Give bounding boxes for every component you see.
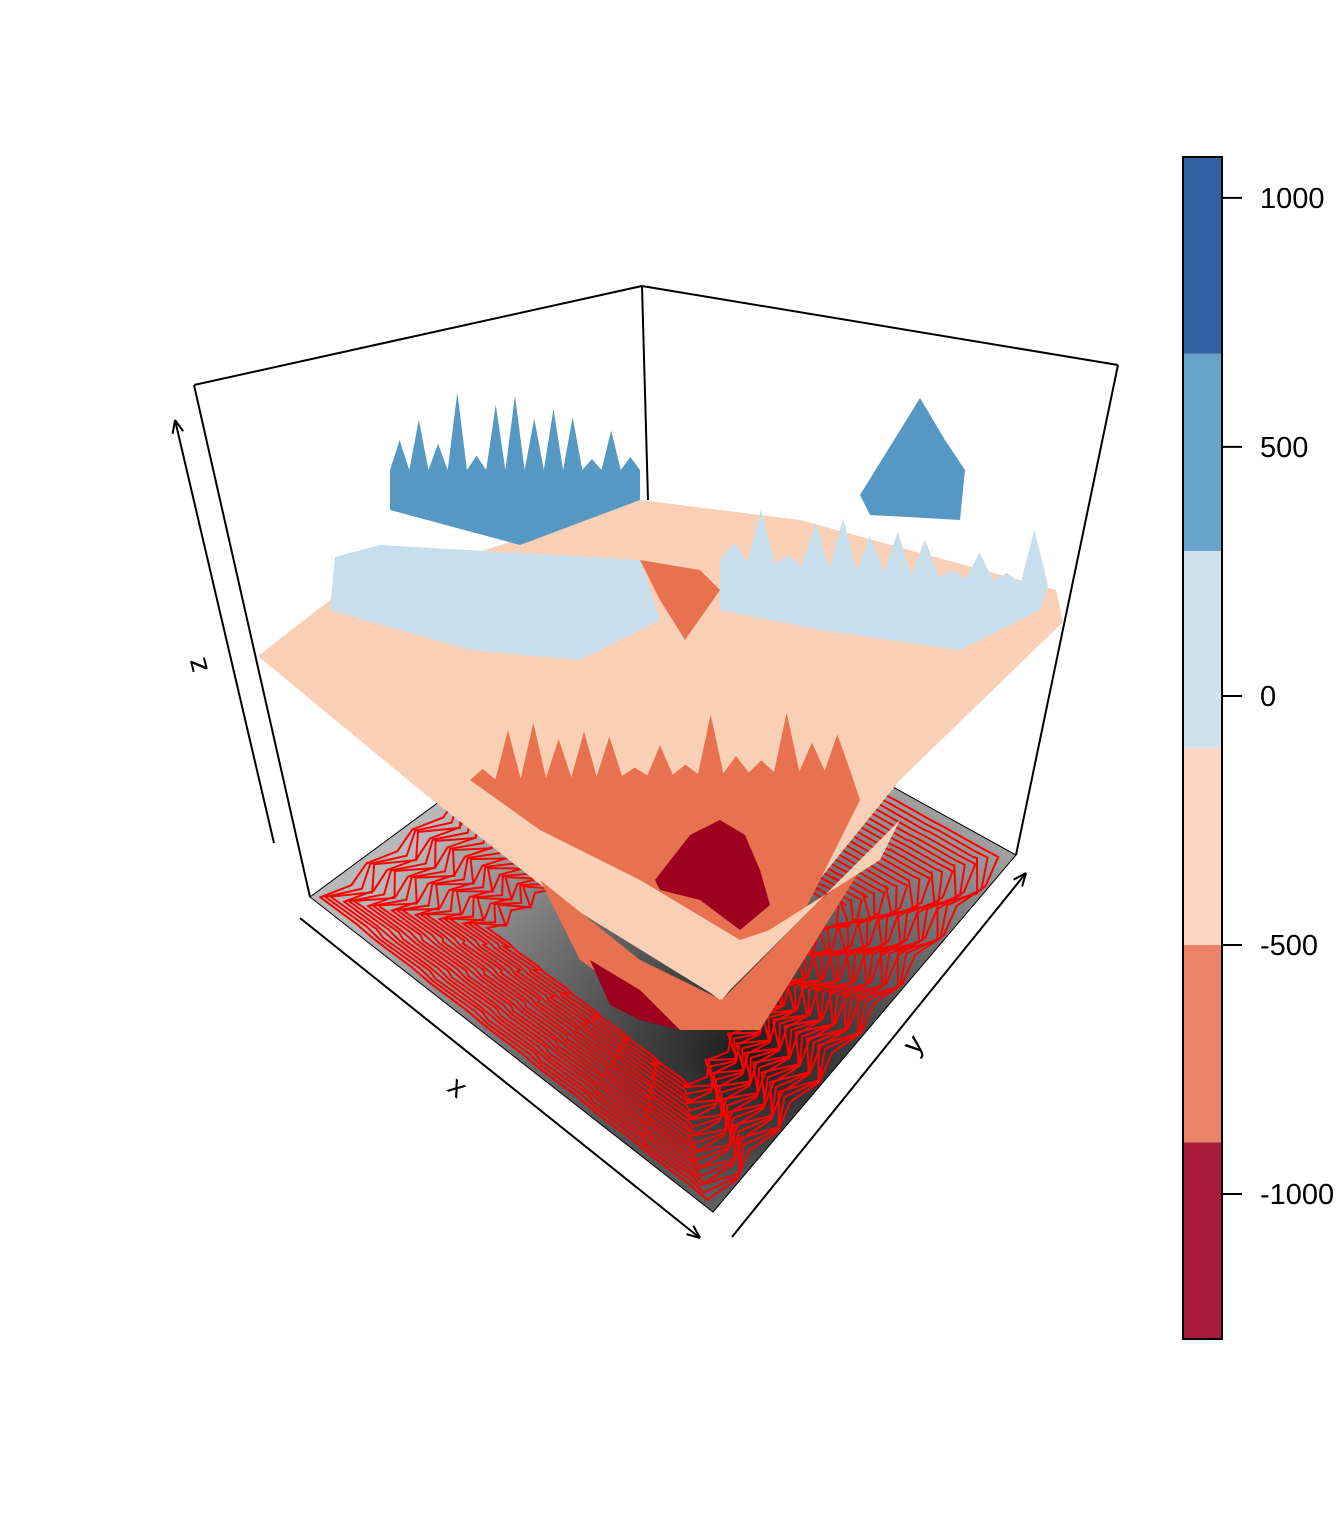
box-edge	[193, 285, 643, 386]
z-axis-arrow-head	[171, 419, 176, 434]
colorbar-band	[1183, 551, 1222, 748]
surface-band-lightblue	[720, 509, 1048, 650]
x-axis-arrow-head	[692, 1225, 701, 1239]
z-axis-arrow-head	[174, 419, 185, 432]
y-axis-label: y	[897, 1028, 931, 1060]
box-edge	[1015, 364, 1119, 856]
surface-band-lightblue	[330, 545, 660, 660]
colorbar-tick-label: 1000	[1260, 183, 1325, 215]
y-axis-arrow-head	[1021, 872, 1027, 887]
surface-band-orange	[540, 870, 860, 1030]
box-edge	[641, 285, 1119, 366]
surface-band-blue	[390, 392, 640, 545]
colorbar-frame	[1182, 156, 1223, 1340]
y-axis-arrow-head	[1013, 872, 1027, 881]
colorbar-band	[1183, 353, 1222, 551]
x-axis-arrow-head	[686, 1233, 701, 1239]
colorbar-tick-label: 500	[1260, 432, 1308, 464]
surface-band-blue	[860, 398, 965, 520]
z-axis-arrow	[174, 419, 275, 844]
colorbar-band	[1183, 157, 1222, 354]
colorbar: 1000 500 0 -500 -1000	[1182, 156, 1334, 1340]
colorbar-band	[1183, 945, 1222, 1143]
surface-ridge-peach	[480, 820, 900, 1000]
x-axis-label: x	[442, 1070, 474, 1104]
box-edge	[641, 285, 649, 501]
bounding-box	[193, 285, 1119, 898]
z-axis-label: z	[180, 654, 215, 676]
x-axis-arrow	[299, 917, 701, 1239]
colorbar-band	[1183, 1142, 1222, 1339]
colorbar-tick-label: 0	[1260, 681, 1276, 713]
colorbar-tick-label: -1000	[1260, 1179, 1334, 1211]
surface-band-darkred	[590, 960, 680, 1030]
colorbar-band	[1183, 747, 1222, 945]
surface-mesh	[258, 392, 1063, 1030]
surface-notch-orange	[640, 560, 720, 640]
box-edge	[193, 384, 311, 898]
colorbar-tick-label: -500	[1260, 930, 1318, 962]
surface-band-darkred	[655, 820, 770, 930]
y-axis-arrow	[731, 872, 1027, 1238]
axis-arrows	[171, 419, 1027, 1239]
